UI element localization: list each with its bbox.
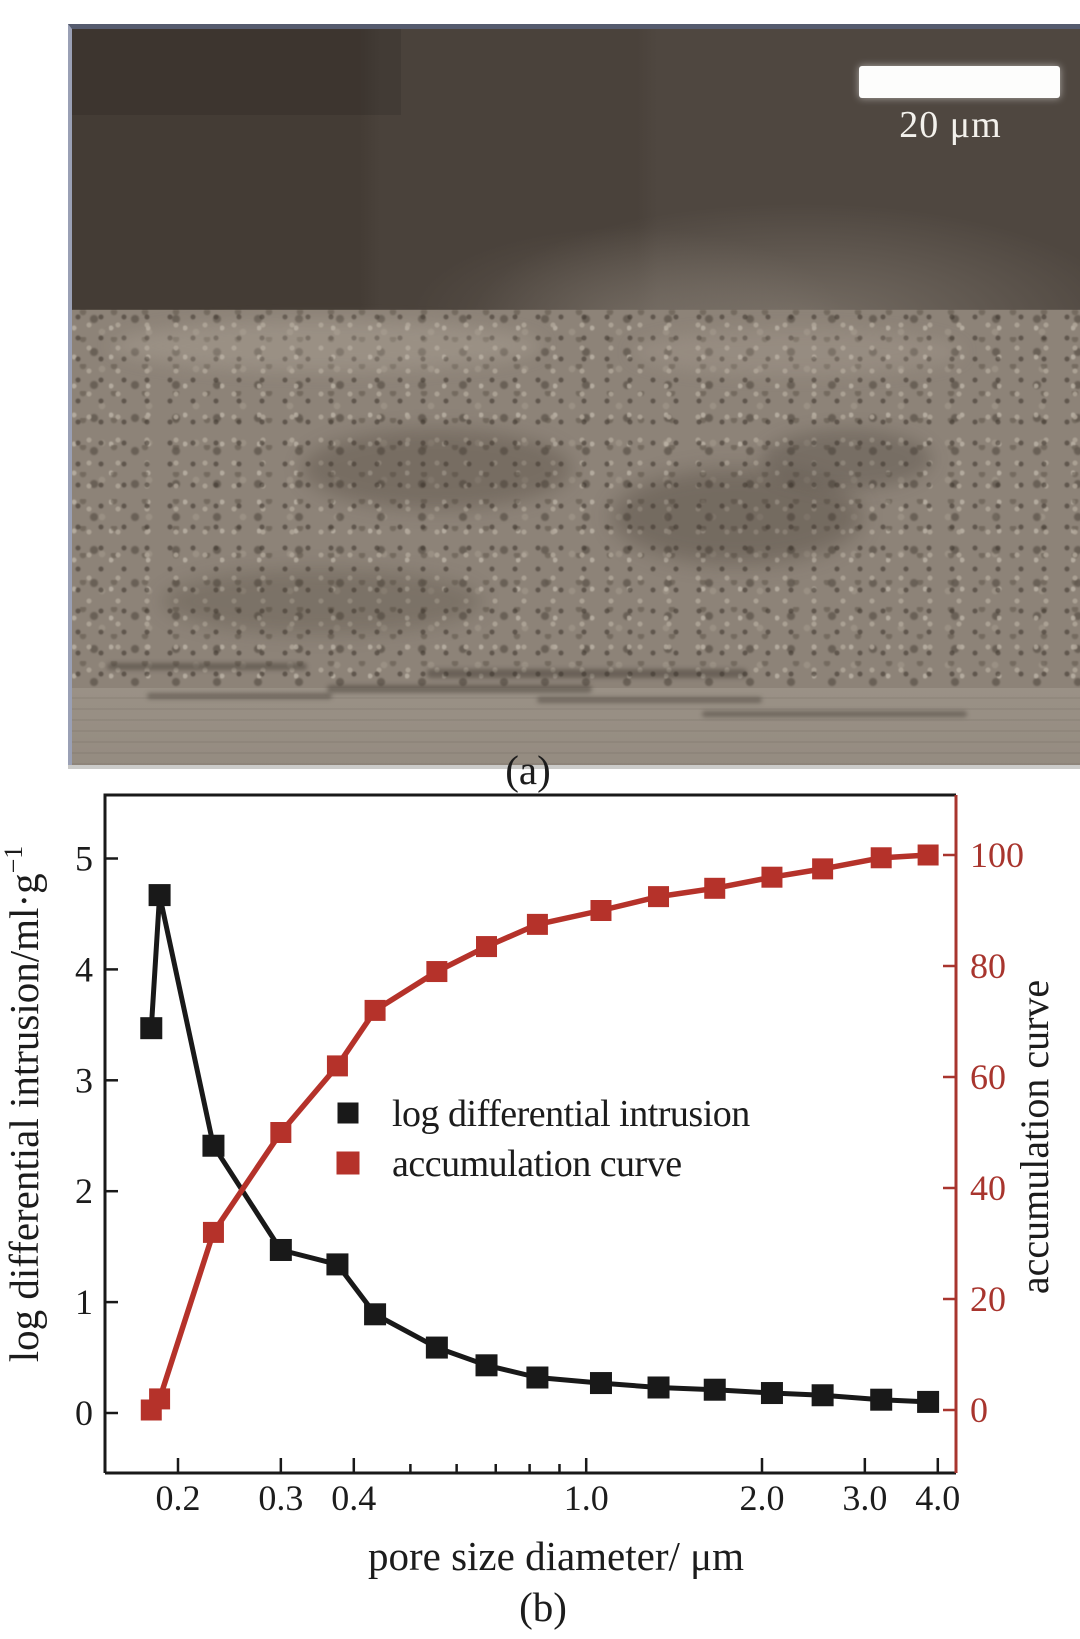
sem-porous-coating-layer (72, 310, 1080, 688)
y-right-tick-label: 60 (970, 1057, 1006, 1097)
data-point-marker (704, 877, 726, 899)
legend-marker (336, 1151, 360, 1175)
sem-light-patch (112, 321, 542, 371)
data-point-marker (475, 1354, 498, 1377)
y-left-tick-label: 1 (75, 1282, 93, 1322)
legend (336, 1102, 360, 1175)
x-tick-label: 0.3 (258, 1478, 303, 1518)
data-point-marker (202, 1134, 225, 1157)
data-point-marker (870, 847, 892, 869)
data-point-marker (149, 1388, 171, 1410)
scale-bar-label: 20 μm (899, 104, 1002, 146)
data-point-marker (703, 1378, 726, 1401)
series-accumulation-curve (140, 844, 939, 1421)
y-left-tick-label: 5 (75, 839, 93, 879)
y-left-tick-label: 4 (75, 949, 93, 989)
panel-a-label: (a) (505, 747, 551, 793)
data-point-marker (148, 884, 171, 907)
x-tick-label: 2.0 (740, 1478, 785, 1518)
sem-dark-patch (302, 429, 572, 509)
y-left-axis-title: log differential intrusion/ml·g−1 (0, 846, 47, 1363)
data-point-marker (917, 844, 939, 866)
panel-b-label: (b) (519, 1584, 567, 1630)
y-right-axis-title: accumulation curve (1012, 980, 1057, 1294)
sem-micrograph: 20 μm (68, 24, 1080, 765)
data-point-marker (761, 866, 783, 888)
x-tick-label: 3.0 (842, 1478, 887, 1518)
y-right-tick-label: 0 (970, 1390, 988, 1430)
data-point-marker (812, 858, 834, 880)
x-tick-label: 1.0 (564, 1478, 609, 1518)
data-point-marker (589, 1372, 612, 1395)
legend-label: accumulation curve (392, 1143, 682, 1185)
scale-bar (859, 66, 1060, 98)
data-point-marker (364, 999, 386, 1021)
sem-light-patch (632, 329, 962, 375)
sem-dark-patch (612, 469, 862, 564)
data-point-marker (326, 1253, 349, 1276)
x-tick-label: 0.2 (156, 1478, 201, 1518)
x-tick-label: 4.0 (915, 1478, 960, 1518)
sem-streak (427, 669, 747, 678)
data-point-marker (270, 1122, 292, 1143)
data-point-marker (364, 1303, 387, 1326)
x-axis-title: pore size diameter/ μm (368, 1533, 744, 1579)
data-point-marker (648, 886, 670, 908)
sem-substrate-layer (72, 688, 1080, 765)
chart-axes (103, 793, 958, 1475)
data-point-marker (426, 961, 448, 983)
y-right-tick-label: 20 (970, 1279, 1006, 1319)
data-point-marker (870, 1388, 893, 1411)
data-point-marker (425, 1336, 448, 1359)
data-point-marker (590, 900, 612, 921)
x-tick-label: 0.4 (331, 1478, 376, 1518)
data-point-marker (526, 1366, 549, 1389)
sem-streak (702, 711, 967, 717)
legend-label: log differential intrusion (392, 1093, 750, 1135)
sem-dark-patch (762, 429, 932, 489)
sem-dark-patch (162, 569, 482, 634)
sem-streak (107, 663, 307, 670)
data-point-marker (811, 1384, 834, 1407)
y-right-tick-label: 40 (970, 1168, 1006, 1208)
sem-streak (537, 697, 762, 703)
y-right-tick-label: 80 (970, 946, 1006, 986)
data-point-marker (647, 1376, 670, 1399)
legend-marker (337, 1102, 359, 1124)
data-point-marker (760, 1382, 783, 1405)
y-left-tick-label: 3 (75, 1060, 93, 1100)
data-point-marker (269, 1238, 292, 1261)
series-log-differential-intrusion (140, 884, 940, 1413)
data-point-marker (326, 1055, 348, 1077)
data-point-marker (526, 913, 548, 935)
sem-streak (147, 693, 332, 699)
y-right-tick-label: 100 (970, 835, 1024, 875)
data-point-marker (917, 1390, 940, 1413)
data-point-marker (202, 1221, 224, 1243)
y-left-tick-label: 2 (75, 1171, 93, 1211)
data-point-marker (140, 1017, 163, 1040)
sem-streak (327, 685, 592, 693)
data-point-marker (476, 936, 498, 958)
y-left-tick-label: 0 (75, 1393, 93, 1433)
